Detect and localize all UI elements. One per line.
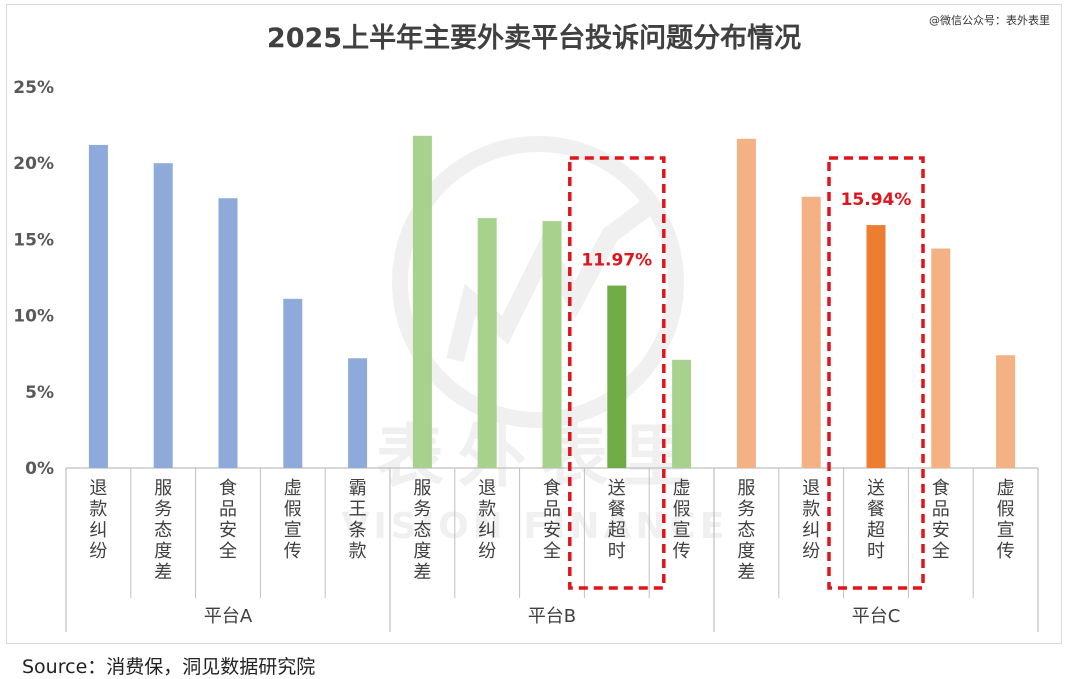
y-tick-label: 5% [25,383,54,403]
bar [996,355,1016,468]
category-label: 送餐超时 [867,478,885,562]
y-axis: 0% 5% 10% 15% 20% 25% [13,78,54,479]
group-label: 平台A [204,606,253,627]
bar [542,221,562,468]
category-label: 服务态度差 [413,478,431,583]
category-label: 食品安全 [543,478,561,562]
bar [607,285,627,468]
bars [88,135,1016,469]
y-tick-label: 15% [13,230,54,250]
bar [672,359,692,468]
highlight-box [568,156,666,590]
bar [736,138,756,469]
source-note: Source：消费保，洞见数据研究院 [22,656,316,678]
bar [348,358,368,468]
chart: 表外表里 VISION FINANCE 2025上半年主要外卖平台投诉问题分布情… [13,13,1050,632]
chart-title: 2025上半年主要外卖平台投诉问题分布情况 [267,22,801,54]
category-label: 虚假宣传 [997,478,1015,562]
group-label: 平台B [528,606,576,627]
category-label: 虚假宣传 [673,478,691,562]
y-tick-label: 10% [13,307,54,327]
bar [218,198,238,468]
bar [931,248,951,468]
watermark-brand-en: VISION FINANCE [342,506,729,547]
bar [477,218,497,468]
data-label: 15.94% [841,190,912,210]
category-label: 退款纠纷 [478,478,496,562]
watermark: 表外表里 VISION FINANCE [342,136,729,547]
group-labels: 平台A 平台B 平台C [204,606,900,627]
chart-frame [6,4,1062,644]
bar [866,225,886,468]
category-label: 退款纠纷 [89,478,107,562]
category-label: 霸王条款 [349,478,367,562]
category-label: 送餐超时 [608,478,626,562]
y-tick-label: 25% [13,78,54,98]
category-label: 服务态度差 [154,478,172,583]
data-label: 11.97% [581,251,652,271]
bar [801,196,821,468]
annotations: 11.97% 15.94% [568,156,925,590]
bar [88,144,108,469]
group-label: 平台C [852,606,901,627]
y-tick-label: 0% [25,459,54,479]
watermark-ring [392,136,684,428]
bar [153,163,173,468]
category-label: 服务态度差 [737,478,755,583]
category-label: 食品安全 [932,478,950,562]
highlight-box [827,156,925,590]
y-tick-label: 20% [13,154,54,174]
category-label: 退款纠纷 [802,478,820,562]
category-label: 食品安全 [219,478,237,562]
watermark-credit: @微信公众号：表外表里 [929,13,1050,27]
category-label: 虚假宣传 [284,478,302,562]
bar [412,135,432,468]
bar [283,298,303,468]
category-labels: 退款纠纷 服务态度差 食品安全 虚假宣传 霸王条款 服务态度差 退款纠纷 食品安全 送餐超时 虚假… [89,478,1014,583]
